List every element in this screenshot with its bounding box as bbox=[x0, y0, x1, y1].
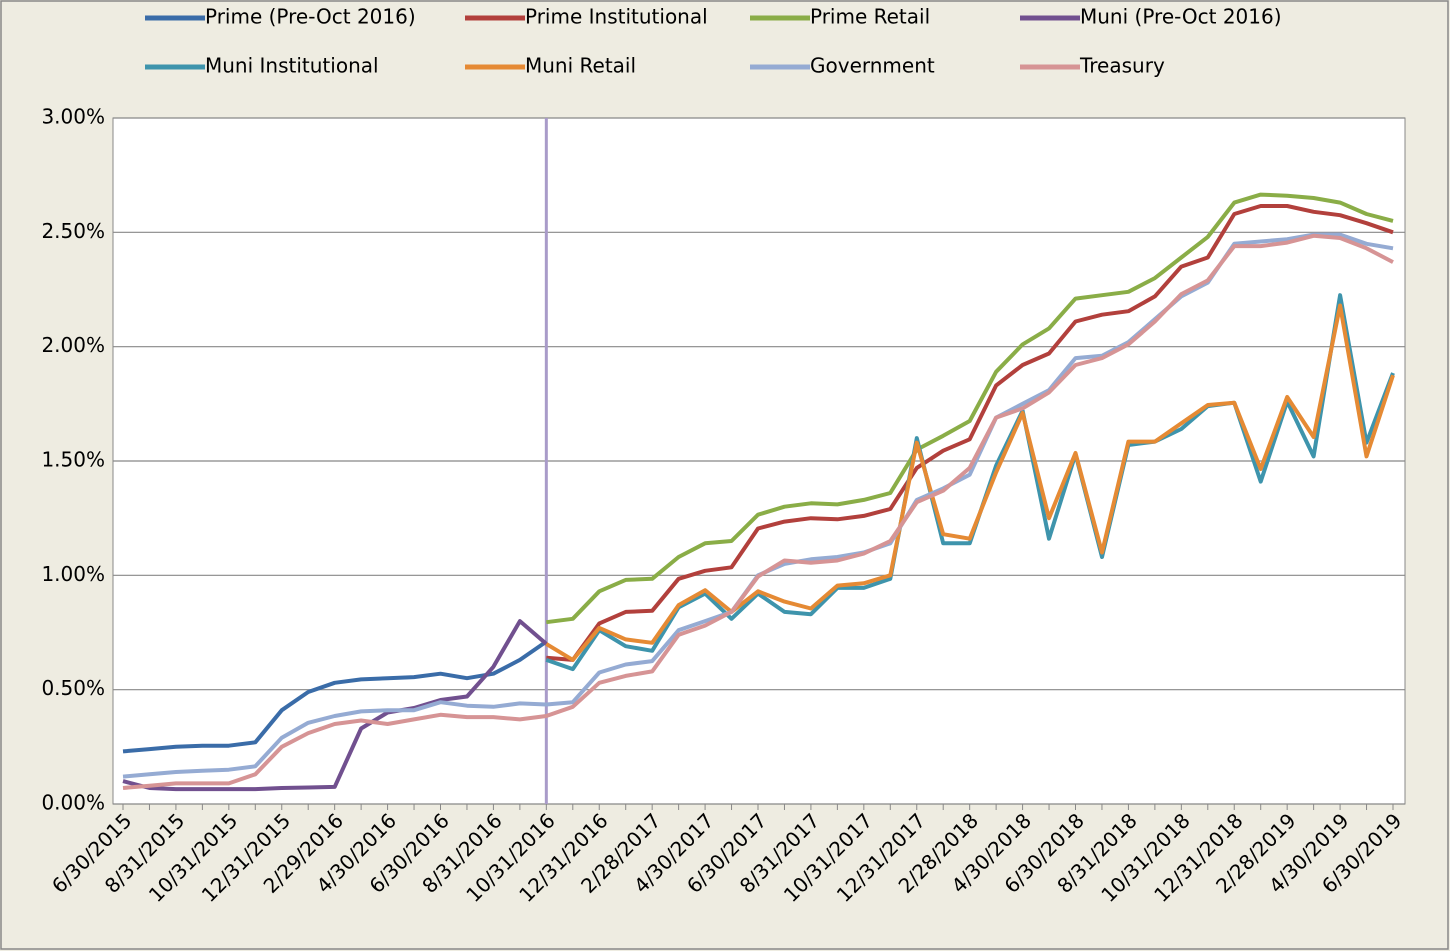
y-tick-label: 0.50% bbox=[41, 676, 105, 700]
series-line bbox=[545, 293, 1395, 672]
y-tick-label: 0.00% bbox=[41, 791, 105, 815]
y-tick-label: 2.50% bbox=[41, 219, 105, 243]
legend-label: Prime Institutional bbox=[525, 5, 708, 29]
series-line bbox=[122, 619, 548, 792]
series-line bbox=[122, 639, 548, 754]
y-tick-label: 1.50% bbox=[41, 448, 105, 472]
series-line bbox=[545, 303, 1395, 662]
legend-label: Prime Retail bbox=[810, 5, 930, 29]
series-line bbox=[546, 204, 1394, 662]
series-line bbox=[122, 233, 1394, 790]
legend-label: Muni (Pre-Oct 2016) bbox=[1080, 5, 1282, 29]
legend-label: Muni Institutional bbox=[205, 54, 379, 78]
y-tick-label: 3.00% bbox=[41, 105, 105, 129]
legend-label: Prime (Pre-Oct 2016) bbox=[205, 5, 416, 29]
y-tick-label: 2.00% bbox=[41, 333, 105, 357]
y-tick-label: 1.00% bbox=[41, 562, 105, 586]
legend-label: Government bbox=[810, 54, 935, 78]
legend-label: Treasury bbox=[1079, 54, 1165, 78]
series-line bbox=[546, 192, 1394, 625]
legend-label: Muni Retail bbox=[525, 54, 636, 78]
